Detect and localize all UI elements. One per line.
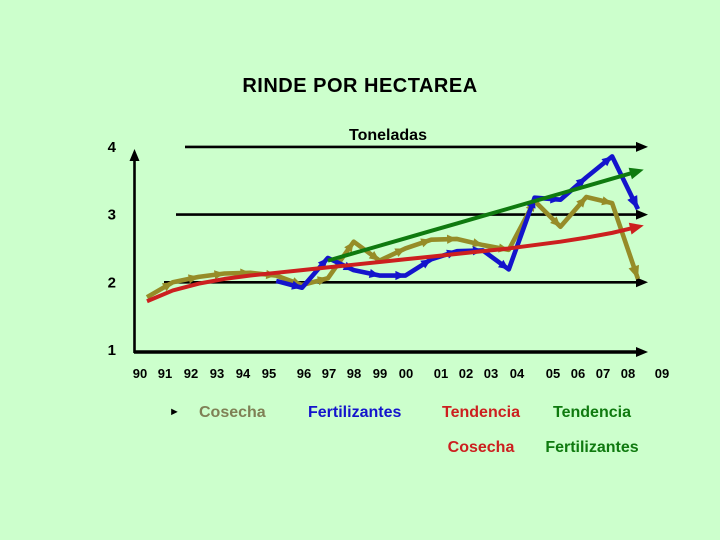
series-fertilizantes-arrow-icon	[627, 195, 638, 210]
series-tendencia-fertilizantes	[327, 169, 639, 263]
series-cosecha-arrow-icon	[368, 251, 380, 261]
y-tick-label: 4	[108, 139, 117, 156]
x-tick-label: 00	[399, 366, 413, 381]
arrow-right-icon: ►	[169, 406, 180, 418]
series-cosecha-arrow-icon	[214, 270, 225, 280]
x-tick-label: 04	[510, 366, 525, 381]
series-cosecha-arrow-icon	[317, 276, 328, 286]
legend-item-tendencia-fertilizantes: Tendencia Fertilizantes	[536, 403, 648, 473]
y-axis-arrow-icon	[129, 149, 140, 161]
series-cosecha-arrow-icon	[472, 238, 483, 248]
x-axis-arrow-icon	[636, 347, 648, 357]
value-axis-title: Toneladas	[349, 127, 427, 144]
legend-item-tendencia-cosecha: Tendencia Cosecha	[434, 403, 528, 473]
legend-label-tendencia-fertilizantes: Fertilizantes	[545, 439, 639, 456]
series-cosecha-arrow-icon	[420, 238, 432, 248]
x-tick-label: 93	[210, 366, 224, 381]
legend-item-fertilizantes: Fertilizantes	[308, 403, 401, 438]
legend-label-fertilizantes: Fertilizantes	[308, 404, 402, 421]
gridline-arrow-icon	[636, 277, 648, 288]
series-fertilizantes-arrow-icon	[575, 177, 587, 188]
series-cosecha-arrow-icon	[576, 196, 587, 208]
x-tick-label: 05	[546, 366, 560, 381]
gridline-arrow-icon	[636, 209, 648, 220]
legend-label-tendencia-cosecha: Cosecha	[447, 439, 515, 456]
series-fertilizantes-arrow-icon	[368, 268, 380, 278]
legend-label-cosecha: Cosecha	[199, 404, 266, 421]
series-cosecha-arrow-icon	[446, 234, 458, 244]
series-tendencia-cosecha-arrow-icon	[628, 222, 644, 235]
y-tick-label: 3	[108, 207, 116, 224]
series-fertilizantes-arrow-icon	[420, 259, 432, 269]
x-tick-label: 08	[621, 366, 635, 381]
legend-item-cosecha: Cosecha	[199, 403, 266, 438]
x-tick-label: 01	[434, 366, 448, 381]
x-tick-label: 07	[596, 366, 610, 381]
series-fertilizantes-arrow-icon	[497, 259, 509, 270]
x-tick-label: 91	[158, 366, 172, 381]
series-cosecha-arrow-icon	[344, 241, 354, 253]
gridline-arrow-icon	[636, 141, 648, 152]
y-tick-label: 1	[108, 342, 116, 359]
legend-label-tendencia: Tendencia	[442, 404, 520, 421]
x-tick-label: 95	[262, 366, 276, 381]
x-tick-label: 98	[347, 366, 361, 381]
series-fertilizantes-arrow-icon	[601, 156, 613, 167]
series-cosecha-arrow-icon	[601, 196, 613, 206]
series-tendencia-fertilizantes-arrow-icon	[628, 167, 644, 180]
series-fertilizantes-arrow-icon	[291, 280, 303, 290]
x-tick-label: 94	[236, 366, 251, 381]
series-cosecha-arrow-icon	[550, 216, 561, 227]
x-tick-label: 90	[133, 366, 147, 381]
x-tick-label: 99	[373, 366, 387, 381]
series-tendencia-cosecha	[146, 224, 639, 304]
x-tick-label: 09	[655, 366, 669, 381]
x-tick-label: 06	[571, 366, 585, 381]
y-tick-label: 2	[108, 274, 116, 291]
x-tick-label: 96	[297, 366, 311, 381]
series-cosecha-arrow-icon	[394, 248, 406, 257]
series-fertilizantes-arrow-icon	[395, 270, 406, 281]
x-tick-label: 97	[322, 366, 336, 381]
series-cosecha-arrow-icon	[187, 274, 199, 284]
legend-label-tendencia: Tendencia	[553, 404, 631, 421]
x-tick-label: 02	[459, 366, 473, 381]
x-tick-label: 03	[484, 366, 498, 381]
series-cosecha-arrow-icon	[161, 282, 173, 292]
series-cosecha-arrow-icon	[628, 264, 639, 279]
chart-title: RINDE POR HECTAREA	[242, 75, 478, 97]
x-tick-label: 92	[184, 366, 198, 381]
